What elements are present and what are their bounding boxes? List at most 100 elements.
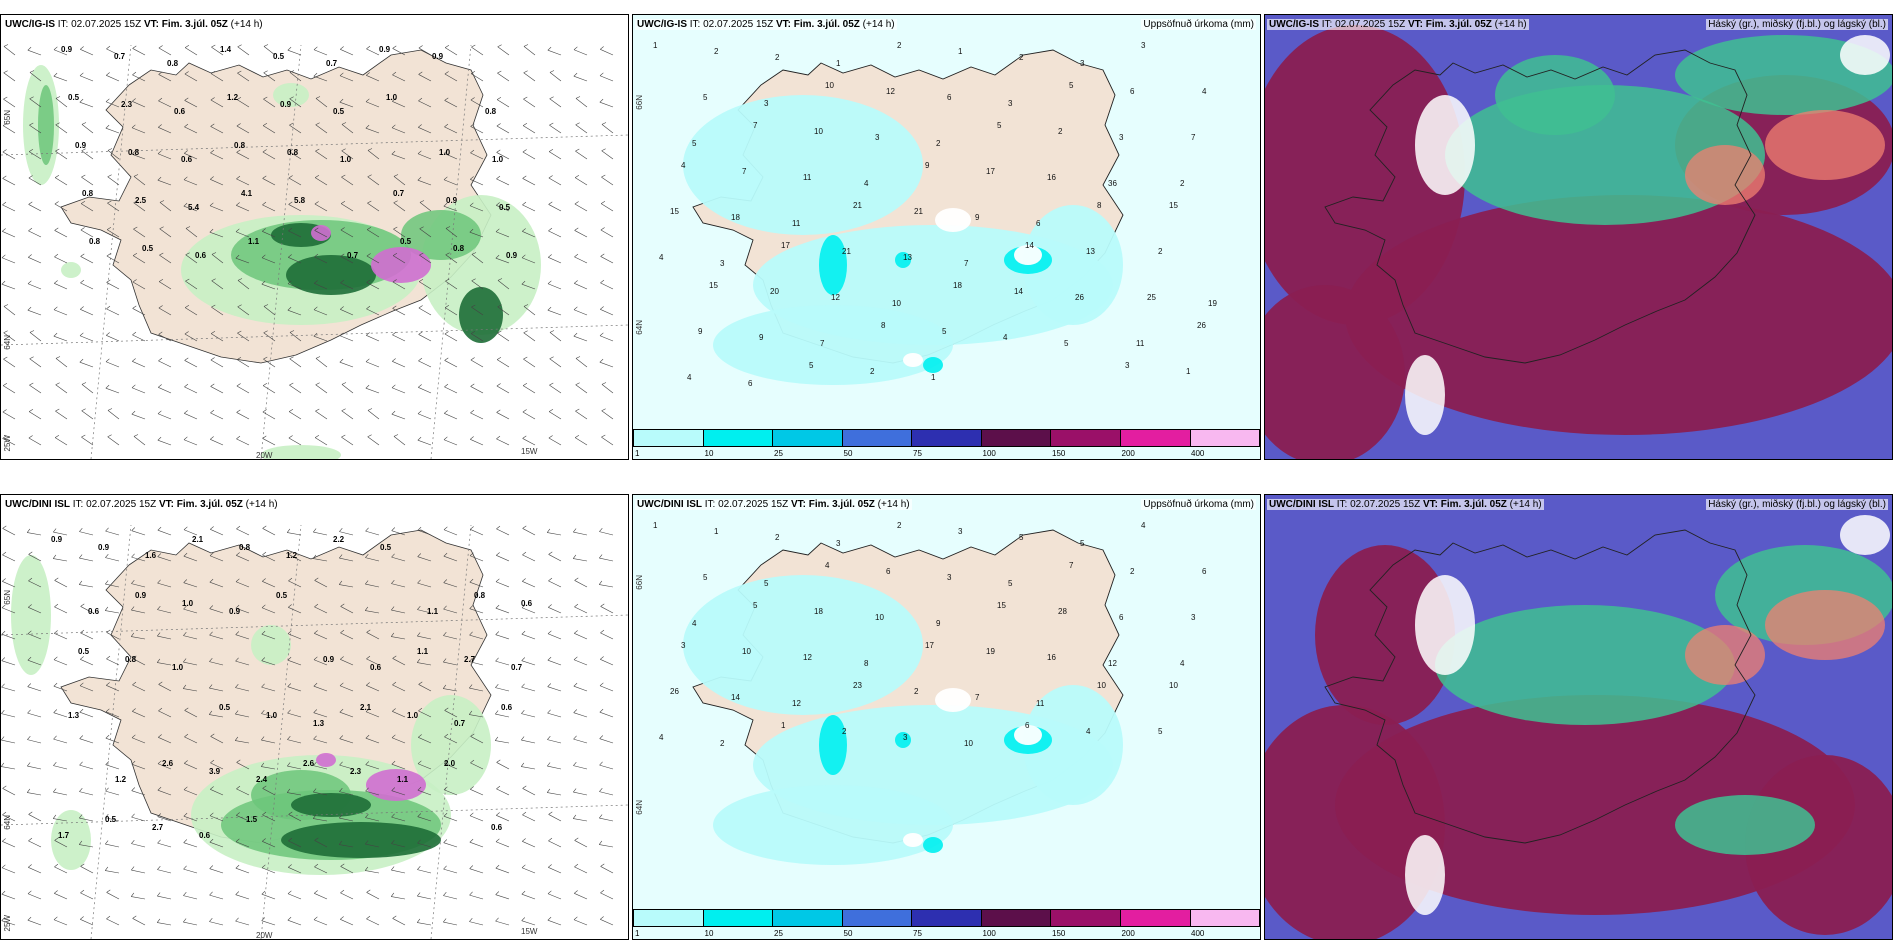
wind-barb — [184, 44, 198, 56]
wind-barb — [391, 553, 406, 562]
wind-barb — [184, 71, 198, 82]
wind-barb — [263, 330, 276, 342]
colorbar-segment — [633, 909, 704, 927]
wind-barb — [548, 175, 562, 186]
wind-barb — [158, 707, 172, 718]
accum-value-label: 5 — [764, 579, 769, 588]
wind-barb — [469, 228, 484, 238]
wind-barb — [105, 734, 120, 744]
wind-barb — [236, 759, 250, 770]
wind-barb — [522, 525, 536, 536]
wind-barb — [418, 71, 432, 82]
precip-value-label: 1.0 — [340, 155, 352, 164]
wind-barb — [548, 577, 562, 588]
accum-value-label: 26 — [1197, 321, 1206, 330]
wind-barb — [236, 785, 250, 796]
wind-barb — [183, 918, 198, 926]
colorbar-labels: 1 10 25 50 75 100 150 200 400 — [633, 449, 1260, 459]
wind-barb — [522, 201, 536, 212]
wind-barb — [261, 710, 276, 718]
wind-barb — [547, 46, 562, 56]
accum-value-label: 6 — [1025, 721, 1030, 730]
wind-barb — [573, 762, 588, 770]
accum-value-label: 10 — [875, 613, 884, 622]
colorbar-tick-label: 400 — [1191, 929, 1205, 938]
wind-barb — [547, 306, 562, 316]
wind-barb — [105, 761, 120, 770]
wind-barb — [522, 382, 536, 394]
wind-barb — [1, 604, 16, 614]
wind-barb — [287, 630, 302, 640]
wind-barb — [2, 551, 16, 562]
colorbar-tick-label: 50 — [843, 449, 853, 458]
accum-value-label: 2 — [775, 53, 780, 62]
wind-barb — [105, 98, 120, 108]
wind-barb — [575, 408, 588, 420]
wind-barb — [416, 918, 432, 926]
wind-barb — [417, 606, 432, 614]
wind-barb — [313, 682, 328, 692]
accum-value-label: 3 — [836, 539, 841, 548]
panel-header: UWC/DINI ISL IT: 02.07.2025 15Z VT: Fim.… — [1267, 499, 1544, 510]
wind-barb — [521, 657, 536, 666]
high-cloud-area — [1435, 605, 1735, 725]
colorbar-tick-label: 150 — [1052, 449, 1066, 458]
wind-barb — [2, 175, 16, 186]
wind-barb — [443, 786, 458, 796]
wind-barb — [183, 839, 198, 848]
wind-barb — [599, 735, 614, 744]
high-cloud-area — [1675, 795, 1815, 855]
wind-barb — [55, 122, 68, 134]
wind-barb — [469, 605, 484, 614]
wind-barb — [133, 200, 146, 212]
wind-barb — [54, 630, 68, 640]
wind-barb — [210, 786, 224, 796]
wind-barb — [263, 96, 276, 108]
wind-barb — [27, 890, 42, 900]
wind-barb — [598, 840, 614, 848]
wind-barb — [1, 890, 16, 900]
precip-value-label: 0.7 — [347, 251, 359, 260]
accum-value-label: 3 — [1080, 59, 1085, 68]
wind-barb — [573, 916, 588, 926]
precip-value-label: 0.5 — [142, 244, 154, 253]
wind-barb — [263, 304, 276, 316]
wind-barb — [391, 813, 406, 822]
colorbar-tick-label: 25 — [774, 929, 783, 938]
wind-barb — [157, 866, 172, 874]
wind-barb — [548, 435, 562, 446]
wind-barb — [600, 629, 614, 640]
colorbar-tick-label: 200 — [1121, 929, 1135, 938]
accum-value-label: 5 — [753, 601, 758, 610]
wind-barb — [131, 410, 146, 420]
accum-value-label: 15 — [709, 281, 718, 290]
wind-barb — [263, 70, 276, 82]
wind-barb — [444, 410, 458, 420]
wind-barb — [496, 525, 510, 536]
wind-barb — [287, 656, 302, 666]
wind-barb — [235, 710, 250, 718]
accum-value-label: 18 — [814, 607, 823, 616]
colorbar-segment — [981, 429, 1052, 447]
wind-barb — [364, 606, 380, 614]
wind-barb — [28, 864, 42, 874]
precip-value-label: 2.2 — [333, 535, 345, 544]
wind-barb — [494, 736, 510, 744]
wind-barb — [184, 97, 198, 108]
wind-barb — [80, 889, 94, 900]
precip-value-label: 2.7 — [152, 823, 164, 832]
wind-barb — [497, 70, 510, 82]
precip-value-label: 0.7 — [511, 663, 523, 672]
mid-cloud-area — [1315, 545, 1455, 725]
wind-barb — [495, 838, 510, 848]
wind-barb — [339, 682, 354, 692]
accum-value-label: 2 — [870, 367, 875, 376]
precip-value-label: 0.6 — [88, 607, 100, 616]
wind-barb — [55, 382, 68, 394]
wind-barb — [418, 681, 432, 692]
wind-barb — [418, 124, 432, 134]
wind-barb — [3, 356, 16, 368]
wind-barb — [365, 358, 380, 368]
heavy-precip-area — [286, 255, 376, 295]
wind-barb — [443, 202, 458, 212]
